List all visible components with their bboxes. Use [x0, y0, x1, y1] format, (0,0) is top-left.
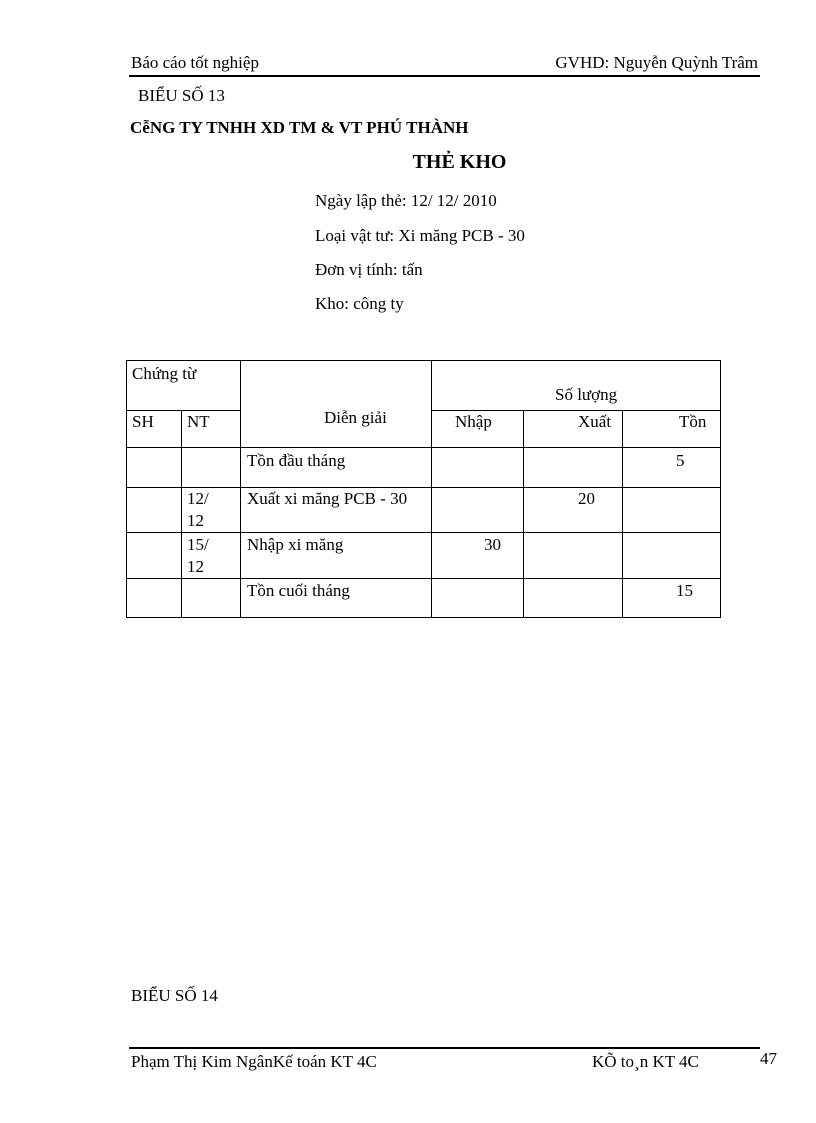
- page-title: THẺ KHO: [412, 151, 507, 173]
- row-2-nt-cont: 12: [187, 511, 204, 530]
- header-xuat: Xuất: [578, 412, 612, 431]
- header-nt: NT: [187, 412, 210, 431]
- row-4-dien-giai: Tồn cuối tháng: [247, 581, 350, 600]
- field-date: Ngày lập thẻ: 12/ 12/ 2010: [315, 191, 497, 210]
- row-4-ton: 15: [676, 581, 693, 600]
- row-3-nt: 15/: [187, 535, 209, 554]
- header-left: Báo cáo tốt nghiệp: [131, 53, 259, 72]
- header-ton: Tồn: [679, 412, 707, 431]
- next-form-label: BIỂU SỐ 14: [131, 986, 218, 1005]
- form-label: BIỂU SỐ 13: [138, 86, 225, 105]
- footer-right: KÕ to¸n KT 4C: [592, 1052, 699, 1071]
- row-1-ton: 5: [676, 451, 685, 470]
- footer-rule: [129, 1047, 760, 1049]
- company-name: CễNG TY TNHH XD TM & VT PHÚ THÀNH: [130, 118, 469, 137]
- row-2-xuat: 20: [578, 489, 595, 508]
- row-3-dien-giai: Nhập xi măng: [247, 535, 344, 554]
- row-3-nt-cont: 12: [187, 557, 204, 576]
- header-sh: SH: [132, 412, 154, 431]
- field-unit: Đơn vị tính: tấn: [315, 260, 423, 279]
- header-rule: [129, 75, 760, 77]
- row-2-dien-giai: Xuất xi măng PCB - 30: [247, 489, 408, 508]
- header-right: GVHD: Nguyễn Quỳnh Trâm: [555, 53, 758, 72]
- row-2-nt: 12/: [187, 489, 209, 508]
- field-material: Loại vật tư: Xi măng PCB - 30: [315, 226, 525, 245]
- header-nhap: Nhập: [455, 412, 492, 431]
- row-1-dien-giai: Tồn đầu tháng: [247, 451, 346, 470]
- footer-left: Phạm Thị Kim NgânKế toán KT 4C: [131, 1052, 377, 1071]
- page-number: 47: [760, 1049, 777, 1068]
- header-so-luong: Số lượng: [555, 385, 618, 404]
- row-3-nhap: 30: [484, 535, 501, 554]
- header-chung-tu: Chứng từ: [132, 364, 197, 383]
- header-dien-giai: Diễn giải: [324, 408, 387, 427]
- field-warehouse: Kho: công ty: [315, 294, 404, 313]
